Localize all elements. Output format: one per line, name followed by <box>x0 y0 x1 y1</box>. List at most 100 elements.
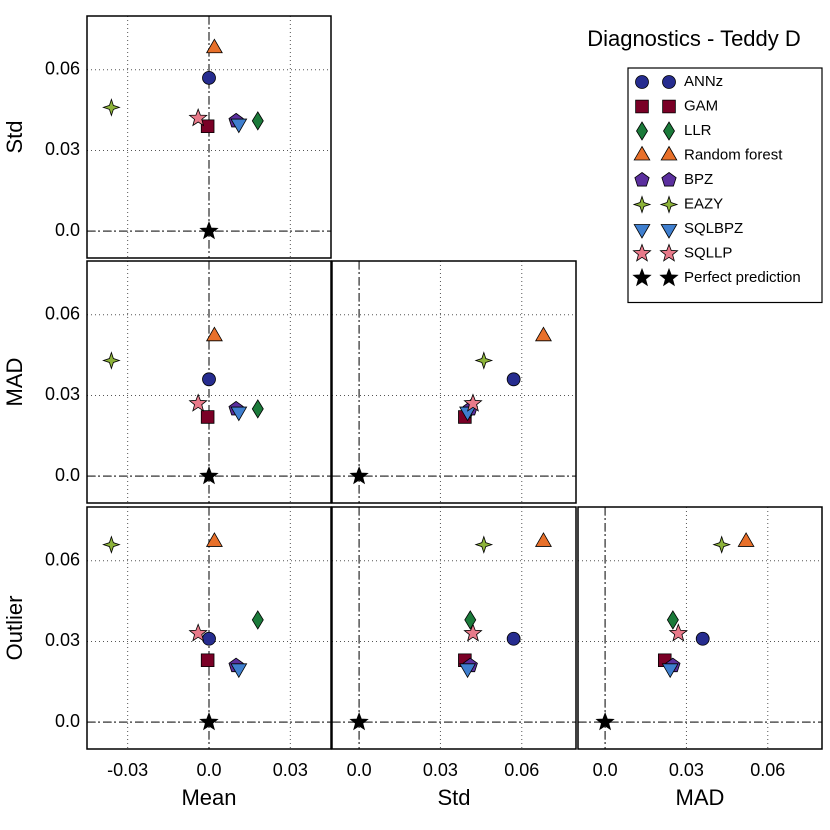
panel-frame <box>577 506 823 750</box>
marker <box>251 399 264 419</box>
marker <box>188 108 208 127</box>
legend-marker <box>632 267 652 287</box>
marker <box>102 535 121 554</box>
x-axis-label: MAD <box>676 785 725 810</box>
marker <box>737 532 755 547</box>
marker <box>205 326 223 342</box>
legend-marker <box>635 99 649 114</box>
panel-frame <box>331 506 577 750</box>
legend-marker <box>636 121 648 141</box>
marker <box>102 351 121 370</box>
legend-marker <box>659 195 679 214</box>
legend-marker <box>663 121 675 141</box>
x-tick-label: 0.06 <box>750 760 785 780</box>
marker <box>534 532 552 547</box>
legend-frame <box>627 67 823 304</box>
marker <box>474 535 494 554</box>
y-tick-label: 0.06 <box>45 59 80 79</box>
marker <box>199 220 219 240</box>
x-tick-label: 0.06 <box>504 760 539 780</box>
marker <box>230 663 248 679</box>
y-axis-label: Std <box>2 120 27 153</box>
marker <box>199 711 219 731</box>
panel-frame <box>86 506 332 750</box>
legend-label: EAZY <box>684 195 723 212</box>
marker <box>695 631 710 646</box>
marker <box>205 532 223 547</box>
legend-marker <box>662 99 676 114</box>
chart-title: Diagnostics - Teddy D <box>587 26 801 51</box>
legend-marker <box>633 224 651 239</box>
marker <box>200 119 215 134</box>
y-tick-label: 0.03 <box>45 139 80 159</box>
legend-marker <box>634 172 650 187</box>
x-axis-label: Std <box>437 785 470 810</box>
marker <box>349 711 369 731</box>
x-tick-label: 0.03 <box>273 760 308 780</box>
x-tick-label: 0.03 <box>669 760 704 780</box>
marker <box>459 663 477 679</box>
y-tick-label: 0.03 <box>45 384 80 404</box>
marker <box>506 631 521 646</box>
legend-label: LLR <box>684 122 712 139</box>
legend-marker <box>633 145 651 161</box>
marker <box>712 535 731 554</box>
y-axis-label: Outlier <box>2 596 27 661</box>
marker <box>459 406 477 422</box>
legend-marker <box>662 75 676 89</box>
marker <box>102 98 121 117</box>
marker <box>202 372 216 387</box>
marker <box>202 70 216 85</box>
y-tick-label: 0.06 <box>45 304 80 324</box>
marker <box>188 623 208 642</box>
marker <box>534 326 552 342</box>
legend-marker <box>635 75 649 89</box>
legend-label: Perfect prediction <box>684 269 801 286</box>
marker <box>463 623 483 642</box>
marker <box>251 610 264 630</box>
y-tick-label: 0.0 <box>55 220 80 240</box>
legend-label: Random forest <box>684 146 783 163</box>
panel-frame <box>86 260 332 504</box>
marker <box>595 711 615 731</box>
legend-label: SQLLP <box>684 244 732 261</box>
y-tick-label: 0.0 <box>55 711 80 731</box>
legend-marker <box>632 195 652 214</box>
x-tick-label: 0.0 <box>196 760 221 780</box>
marker <box>202 631 216 646</box>
x-tick-label: 0.0 <box>593 760 618 780</box>
marker <box>199 465 219 485</box>
marker <box>666 610 679 630</box>
marker <box>200 410 215 424</box>
legend-label: SQLBPZ <box>684 220 743 237</box>
panel-frame <box>86 15 332 259</box>
marker <box>230 118 248 134</box>
x-tick-label: 0.0 <box>347 760 372 780</box>
y-tick-label: 0.03 <box>45 630 80 650</box>
legend-label: GAM <box>684 97 718 114</box>
marker <box>349 465 369 485</box>
marker <box>463 393 483 412</box>
marker <box>661 663 679 679</box>
y-tick-label: 0.0 <box>55 465 80 485</box>
legend-marker <box>659 267 679 287</box>
legend-label: ANNz <box>684 73 723 90</box>
legend-marker <box>632 243 652 262</box>
legend-marker <box>660 224 678 239</box>
marker <box>200 653 215 668</box>
x-axis-label: Mean <box>181 785 236 810</box>
marker <box>506 372 521 387</box>
marker <box>205 38 223 54</box>
legend-marker <box>661 172 677 187</box>
legend-marker <box>660 145 678 161</box>
marker <box>188 393 208 412</box>
marker <box>230 406 248 422</box>
legend-label: BPZ <box>684 171 713 188</box>
marker <box>474 351 494 370</box>
y-tick-label: 0.06 <box>45 550 80 570</box>
x-tick-label: -0.03 <box>107 760 148 780</box>
legend-marker <box>659 243 679 262</box>
marker <box>464 610 477 630</box>
y-axis-label: MAD <box>2 358 27 407</box>
